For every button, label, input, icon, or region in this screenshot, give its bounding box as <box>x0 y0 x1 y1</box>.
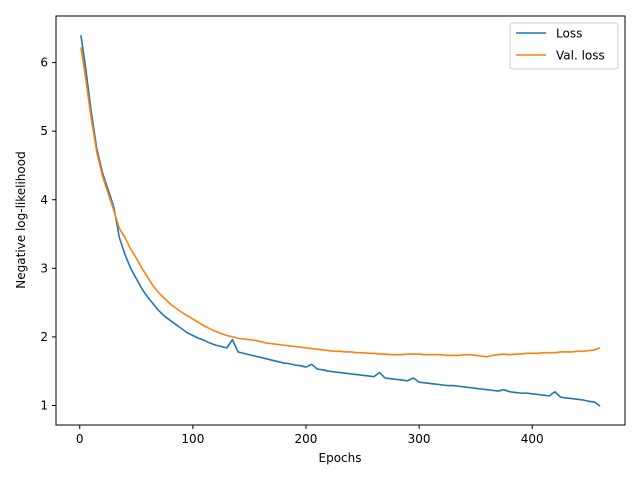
x-tick-label: 100 <box>181 432 204 446</box>
axes-frame <box>55 15 626 426</box>
y-tick-label: 1 <box>40 398 48 412</box>
y-axis-label: Negative log-likelihood <box>14 151 28 288</box>
legend-box <box>509 22 619 70</box>
legend-label-loss: Loss <box>556 27 582 41</box>
legend: Loss Val. loss <box>509 22 619 70</box>
x-tick-label: 300 <box>408 432 431 446</box>
x-tick-label: 0 <box>76 432 84 446</box>
y-tick-label: 4 <box>40 193 48 207</box>
series-line-loss <box>80 35 601 407</box>
x-tick-label: 200 <box>295 432 318 446</box>
y-axis-ticks: 1 2 3 4 5 6 <box>40 56 56 412</box>
series-line-val-loss <box>80 47 601 358</box>
series-lines <box>80 35 601 407</box>
x-axis-label: Epochs <box>319 451 362 465</box>
y-tick-label: 6 <box>40 56 48 70</box>
x-axis-ticks: 0 100 200 300 400 <box>76 425 544 446</box>
y-tick-label: 3 <box>40 261 48 275</box>
x-tick-label: 400 <box>521 432 544 446</box>
legend-label-val-loss: Val. loss <box>556 49 605 63</box>
y-tick-label: 5 <box>40 124 48 138</box>
y-tick-label: 2 <box>40 330 48 344</box>
